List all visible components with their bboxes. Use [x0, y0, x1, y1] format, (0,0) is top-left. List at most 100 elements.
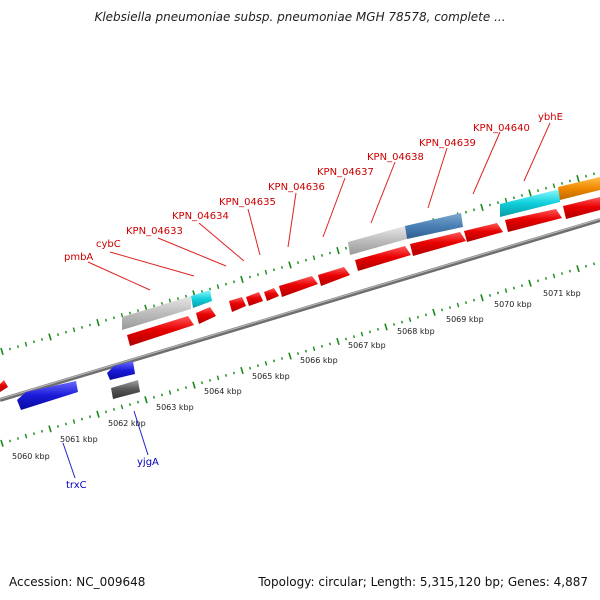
scale-label-5063: 5063 kbp: [156, 403, 194, 412]
scale-tick-inner: [144, 396, 148, 404]
gene-label-kpn-04640[interactable]: KPN_04640: [473, 123, 530, 134]
scale-tick-outer: [40, 337, 44, 341]
other-feature[interactable]: [558, 177, 600, 200]
scale-tick-outer: [160, 301, 164, 305]
scale-tick-outer: [576, 174, 580, 183]
cds-arrow-reverse[interactable]: [17, 381, 78, 410]
scale-track-inner: [0, 262, 596, 447]
gene-feature[interactable]: [348, 226, 407, 255]
cds-arrow[interactable]: [505, 209, 562, 232]
scale-tick-inner: [136, 400, 140, 404]
gene-label-trxc[interactable]: trxC: [66, 480, 87, 491]
gene-feature[interactable]: [122, 296, 191, 330]
scale-tick-inner: [224, 373, 228, 377]
gene-label-kpn-04636[interactable]: KPN_04636: [268, 182, 325, 193]
trna-feature[interactable]: [191, 290, 212, 308]
scale-tick-inner: [328, 342, 332, 346]
scale-tick-outer: [112, 316, 116, 320]
scale-tick-inner: [168, 390, 172, 395]
gene-label-kpn-04637[interactable]: KPN_04637: [317, 167, 374, 178]
scale-tick-inner: [24, 433, 28, 439]
scale-tick-inner: [112, 407, 116, 411]
cds-arrow[interactable]: [229, 297, 246, 312]
gene-label-kpn-04634[interactable]: KPN_04634: [172, 211, 229, 222]
scale-tick-outer: [264, 269, 268, 275]
scale-tick-inner: [64, 422, 68, 426]
gene-label-kpn-04639[interactable]: KPN_04639: [419, 138, 476, 149]
scale-label-5064: 5064 kbp: [204, 387, 242, 396]
scale-tick-inner: [128, 403, 132, 407]
scale-tick-inner: [320, 344, 324, 348]
scale-tick-inner: [40, 429, 44, 433]
scale-tick-inner: [336, 337, 340, 346]
gene-label-kpn-04638[interactable]: KPN_04638: [367, 152, 424, 163]
scale-tick-outer: [584, 174, 588, 178]
gene-label-cybc[interactable]: cybC: [96, 239, 121, 250]
scale-tick-inner: [72, 419, 76, 424]
scale-labels: 5060 kbp 5061 kbp 5062 kbp 5063 kbp 5064…: [12, 289, 581, 461]
scale-tick-outer: [176, 297, 180, 301]
scale-tick-outer: [216, 284, 220, 289]
scale-tick-outer: [472, 208, 476, 212]
scale-tick-outer: [568, 179, 572, 183]
scale-tick-inner: [208, 378, 212, 382]
reverse-gene-labels: trxC yjgA: [62, 410, 159, 491]
scale-tick-inner: [384, 323, 388, 331]
scale-tick-outer: [512, 196, 516, 200]
cds-arrow[interactable]: [246, 292, 263, 306]
gene-label-kpn-04633[interactable]: KPN_04633: [126, 226, 183, 237]
gene-label-pmba[interactable]: pmbA: [64, 252, 93, 263]
scale-tick-inner: [424, 313, 428, 317]
scale-tick-outer: [152, 304, 156, 308]
scale-tick-outer: [592, 172, 596, 176]
trna-feature[interactable]: [500, 189, 560, 217]
scale-tick-inner: [592, 262, 596, 266]
cds-arrow[interactable]: [318, 267, 350, 286]
scale-tick-inner: [248, 366, 252, 370]
cds-arrow[interactable]: [464, 223, 503, 242]
scale-tick-inner: [440, 308, 444, 312]
scale-tick-outer: [336, 246, 340, 255]
scale-tick-inner: [568, 269, 572, 273]
cds-arrow[interactable]: [196, 307, 216, 324]
scale-tick-outer: [312, 255, 316, 261]
scale-tick-inner: [216, 375, 220, 381]
rrna-feature[interactable]: [405, 213, 463, 239]
scale-track-outer: [0, 172, 596, 356]
gene-label-kpn-04635[interactable]: KPN_04635: [219, 197, 276, 208]
cds-arrow-reverse[interactable]: [107, 361, 135, 380]
scale-tick-outer: [296, 261, 300, 265]
scale-tick-outer: [272, 268, 276, 272]
cds-arrow[interactable]: [355, 246, 411, 271]
scale-tick-outer: [304, 258, 308, 262]
scale-tick-inner: [200, 381, 204, 385]
gene-label-ybhe[interactable]: ybhE: [538, 112, 563, 123]
cds-arrow[interactable]: [279, 276, 318, 297]
scale-tick-outer: [328, 251, 332, 255]
scale-tick-outer: [280, 265, 284, 269]
gene-label-yjga[interactable]: yjgA: [137, 457, 159, 468]
scale-tick-outer: [48, 333, 52, 341]
cds-arrow[interactable]: [264, 288, 279, 301]
scale-tick-inner: [120, 404, 124, 410]
scale-label-5067: 5067 kbp: [348, 341, 386, 350]
cds-arrow[interactable]: [410, 232, 466, 256]
cds-arrow[interactable]: [563, 197, 600, 219]
scale-tick-outer: [496, 201, 500, 205]
scale-tick-outer: [560, 181, 564, 185]
scale-tick-outer: [24, 341, 28, 347]
scale-tick-inner: [80, 417, 84, 421]
scale-tick-inner: [88, 415, 92, 419]
scale-tick-outer: [96, 318, 100, 327]
scale-tick-inner: [576, 265, 580, 273]
scale-tick-inner: [400, 320, 404, 324]
scale-tick-inner: [520, 284, 524, 288]
forward-strand-features: [122, 177, 600, 346]
cds-arrow[interactable]: [127, 316, 194, 346]
gene-feature-reverse[interactable]: [111, 380, 140, 399]
scale-tick-inner: [432, 308, 436, 316]
scale-tick-inner: [456, 302, 460, 308]
scale-tick-inner: [232, 371, 236, 375]
cds-arrow-reverse[interactable]: [0, 380, 8, 392]
map-title: Klebsiella pneumoniae subsp. pneumoniae …: [94, 10, 506, 24]
